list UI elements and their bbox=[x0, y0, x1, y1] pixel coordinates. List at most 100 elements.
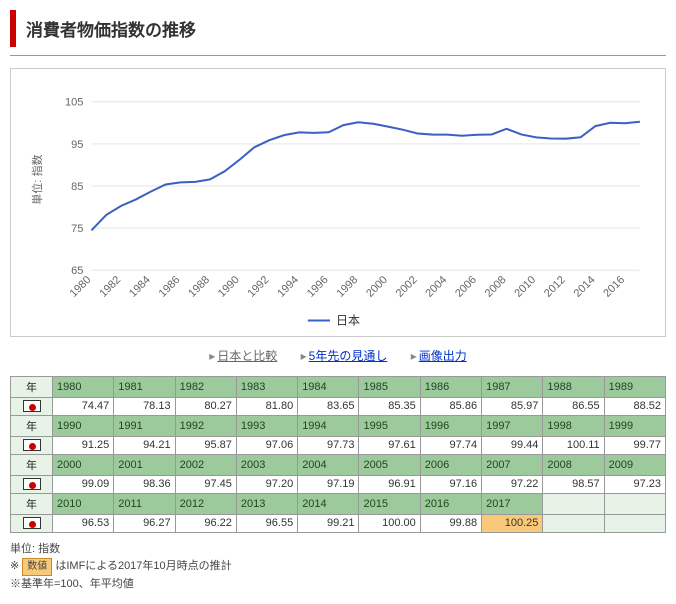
value-empty bbox=[543, 514, 604, 532]
year-header: 1980 bbox=[53, 376, 114, 397]
value-cell: 98.57 bbox=[543, 475, 604, 493]
year-header: 1983 bbox=[236, 376, 297, 397]
year-header: 1985 bbox=[359, 376, 420, 397]
page-title: 消費者物価指数の推移 bbox=[10, 10, 666, 47]
value-cell: 100.25 bbox=[482, 514, 543, 532]
value-cell: 97.61 bbox=[359, 436, 420, 454]
value-cell: 99.88 bbox=[420, 514, 481, 532]
year-header: 2009 bbox=[604, 454, 665, 475]
year-header: 2007 bbox=[482, 454, 543, 475]
svg-text:1992: 1992 bbox=[246, 274, 272, 300]
value-cell: 97.06 bbox=[236, 436, 297, 454]
value-cell: 95.87 bbox=[175, 436, 236, 454]
year-header: 1984 bbox=[298, 376, 359, 397]
year-header: 1987 bbox=[482, 376, 543, 397]
country-flag-cell bbox=[11, 514, 53, 532]
year-header: 1997 bbox=[482, 415, 543, 436]
line-chart: 6575859510519801982198419861988199019921… bbox=[21, 79, 655, 331]
year-header: 2016 bbox=[420, 493, 481, 514]
estimate-chip: 数値 bbox=[22, 558, 52, 576]
value-empty bbox=[604, 514, 665, 532]
link-forecast[interactable]: 5年先の見通し bbox=[309, 349, 388, 363]
value-cell: 99.09 bbox=[53, 475, 114, 493]
year-header: 2011 bbox=[114, 493, 175, 514]
svg-text:2016: 2016 bbox=[601, 274, 627, 300]
title-divider bbox=[10, 55, 666, 56]
value-cell: 99.21 bbox=[298, 514, 359, 532]
year-header: 1981 bbox=[114, 376, 175, 397]
year-header: 1993 bbox=[236, 415, 297, 436]
data-table: 年198019811982198319841985198619871988198… bbox=[10, 376, 666, 533]
svg-text:105: 105 bbox=[65, 97, 83, 109]
value-cell: 81.80 bbox=[236, 397, 297, 415]
svg-text:1982: 1982 bbox=[97, 274, 123, 300]
value-cell: 97.74 bbox=[420, 436, 481, 454]
value-cell: 100.11 bbox=[543, 436, 604, 454]
year-header: 1988 bbox=[543, 376, 604, 397]
year-header: 1990 bbox=[53, 415, 114, 436]
country-flag-cell bbox=[11, 397, 53, 415]
year-header: 2002 bbox=[175, 454, 236, 475]
value-cell: 97.16 bbox=[420, 475, 481, 493]
svg-text:2006: 2006 bbox=[453, 274, 479, 300]
chart-container: 6575859510519801982198419861988199019921… bbox=[10, 68, 666, 337]
svg-text:単位: 指数: 単位: 指数 bbox=[30, 154, 44, 204]
value-cell: 96.91 bbox=[359, 475, 420, 493]
year-header: 2004 bbox=[298, 454, 359, 475]
link-image-export[interactable]: 画像出力 bbox=[419, 349, 467, 363]
value-cell: 96.22 bbox=[175, 514, 236, 532]
svg-text:85: 85 bbox=[71, 181, 83, 193]
year-header: 2008 bbox=[543, 454, 604, 475]
year-header: 1998 bbox=[543, 415, 604, 436]
svg-text:75: 75 bbox=[71, 223, 83, 235]
year-header: 2003 bbox=[236, 454, 297, 475]
japan-flag-icon bbox=[23, 517, 41, 529]
japan-flag-icon bbox=[23, 400, 41, 412]
value-cell: 83.65 bbox=[298, 397, 359, 415]
svg-text:2002: 2002 bbox=[394, 274, 420, 300]
year-header: 1982 bbox=[175, 376, 236, 397]
svg-text:1984: 1984 bbox=[127, 274, 153, 300]
year-row-label: 年 bbox=[11, 454, 53, 475]
year-header: 2017 bbox=[482, 493, 543, 514]
value-cell: 78.13 bbox=[114, 397, 175, 415]
note-base: ※基準年=100、年平均値 bbox=[10, 576, 666, 594]
value-cell: 97.23 bbox=[604, 475, 665, 493]
value-cell: 97.73 bbox=[298, 436, 359, 454]
value-cell: 91.25 bbox=[53, 436, 114, 454]
year-header: 1994 bbox=[298, 415, 359, 436]
svg-text:65: 65 bbox=[71, 265, 83, 277]
country-flag-cell bbox=[11, 475, 53, 493]
svg-text:2004: 2004 bbox=[423, 274, 449, 300]
year-header: 1995 bbox=[359, 415, 420, 436]
value-cell: 97.22 bbox=[482, 475, 543, 493]
value-cell: 85.35 bbox=[359, 397, 420, 415]
year-header: 1999 bbox=[604, 415, 665, 436]
value-cell: 94.21 bbox=[114, 436, 175, 454]
value-cell: 99.44 bbox=[482, 436, 543, 454]
svg-text:1980: 1980 bbox=[68, 274, 94, 300]
year-row-label: 年 bbox=[11, 493, 53, 514]
year-header: 2013 bbox=[236, 493, 297, 514]
year-empty bbox=[543, 493, 604, 514]
svg-text:1996: 1996 bbox=[305, 274, 331, 300]
value-cell: 85.97 bbox=[482, 397, 543, 415]
year-header: 1992 bbox=[175, 415, 236, 436]
svg-text:1994: 1994 bbox=[275, 274, 301, 300]
year-header: 2012 bbox=[175, 493, 236, 514]
japan-flag-icon bbox=[23, 439, 41, 451]
year-header: 1996 bbox=[420, 415, 481, 436]
value-cell: 98.36 bbox=[114, 475, 175, 493]
value-cell: 97.20 bbox=[236, 475, 297, 493]
link-compare[interactable]: 日本と比較 bbox=[217, 349, 277, 363]
country-flag-cell bbox=[11, 436, 53, 454]
year-header: 1989 bbox=[604, 376, 665, 397]
year-header: 2014 bbox=[298, 493, 359, 514]
svg-text:2008: 2008 bbox=[483, 274, 509, 300]
svg-text:95: 95 bbox=[71, 139, 83, 151]
note-unit: 単位: 指数 bbox=[10, 541, 666, 559]
japan-flag-icon bbox=[23, 478, 41, 490]
chart-links: ▸日本と比較 ▸5年先の見通し ▸画像出力 bbox=[10, 347, 666, 364]
value-cell: 96.53 bbox=[53, 514, 114, 532]
svg-text:1986: 1986 bbox=[157, 274, 183, 300]
